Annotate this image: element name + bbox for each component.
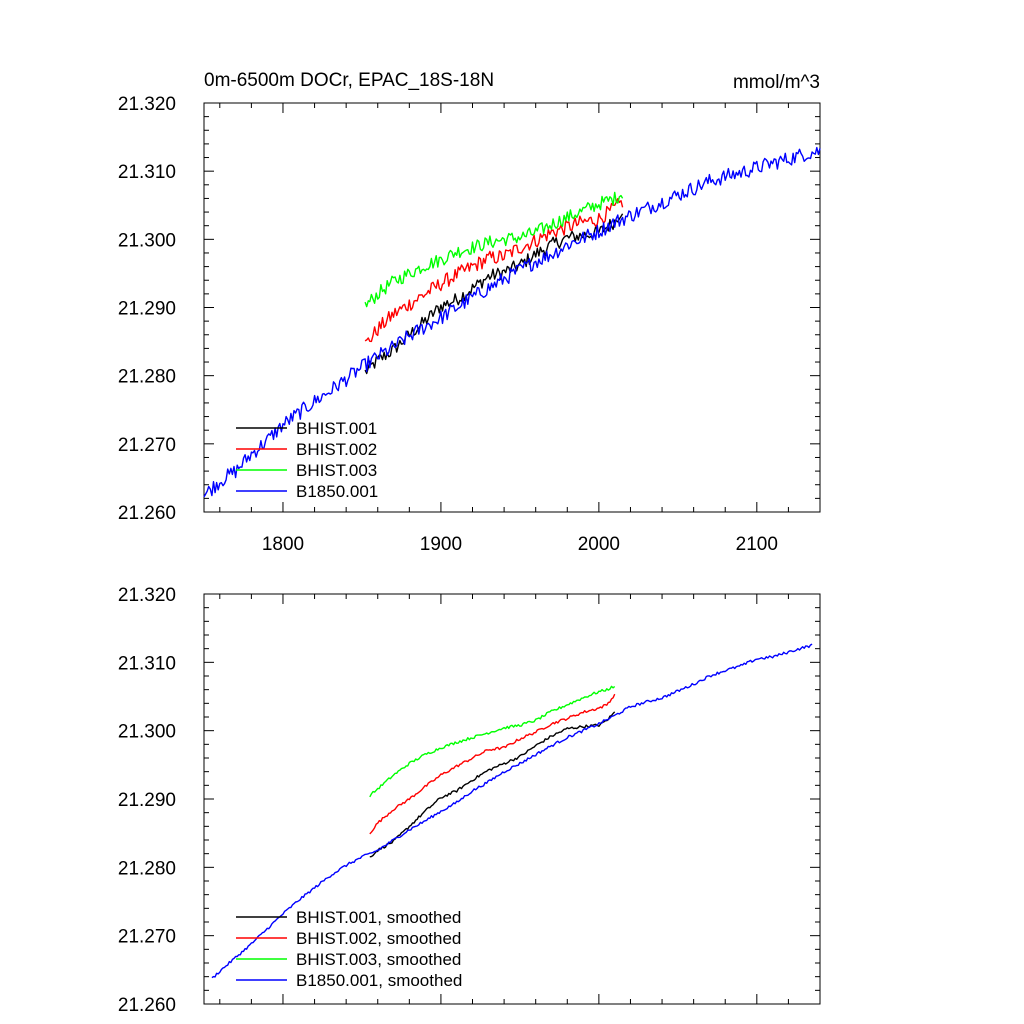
series-line-4 [211, 643, 813, 979]
top-chart-axes: 21.260 21.270 21.280 21.290 21.300 21.310 21.3… [118, 94, 821, 555]
y-tick-label: 21.300 [118, 230, 176, 251]
y-tick-label: 21.310 [118, 162, 176, 183]
legend-label-4: B1850.001, smoothed [296, 971, 462, 990]
series-line-4 [203, 146, 821, 498]
legend-label-1: BHIST.001 [296, 419, 377, 438]
x-tick-label: 1800 [262, 534, 304, 555]
legend-label-2: BHIST.002, smoothed [296, 929, 461, 948]
legend-label-3: BHIST.003 [296, 461, 377, 480]
y-tick-label: 21.270 [118, 435, 176, 456]
y-tick-label: 21.260 [118, 503, 176, 524]
y-tick-label: 21.320 [118, 585, 176, 606]
bottom-chart-legend: BHIST.001, smoothed BHIST.002, smoothed BH… [236, 908, 462, 990]
top-chart-units: mmol/m^3 [733, 72, 820, 93]
y-tick-label: 21.310 [118, 653, 176, 674]
top-chart-series [203, 146, 821, 498]
bottom-chart-panel: 21.260 21.270 21.280 21.290 21.300 21.310 21.3… [118, 585, 821, 1016]
series-line-1 [364, 213, 624, 375]
y-tick-label: 21.290 [118, 790, 176, 811]
y-tick-label: 21.270 [118, 927, 176, 948]
y-tick-label: 21.300 [118, 722, 176, 743]
series-line-3 [364, 191, 624, 308]
x-tick-label: 2100 [736, 534, 778, 555]
y-tick-label: 21.280 [118, 367, 176, 388]
bottom-chart-series [211, 643, 813, 979]
series-line-3 [369, 685, 616, 798]
series-line-2 [369, 693, 616, 835]
x-tick-label: 2000 [578, 534, 620, 555]
series-line-1 [369, 711, 616, 858]
y-tick-label: 21.290 [118, 299, 176, 320]
bottom-chart-axes: 21.260 21.270 21.280 21.290 21.300 21.310 21.3… [118, 585, 821, 1016]
legend-label-3: BHIST.003, smoothed [296, 950, 461, 969]
top-chart-title: 0m-6500m DOCr, EPAC_18S-18N [204, 70, 494, 91]
series-line-2 [364, 197, 624, 343]
legend-label-1: BHIST.001, smoothed [296, 908, 461, 927]
legend-label-4: B1850.001 [296, 482, 378, 501]
y-tick-label: 21.280 [118, 858, 176, 879]
top-chart-legend: BHIST.001 BHIST.002 BHIST.003 B1850.001 [236, 419, 378, 501]
x-tick-label: 1900 [420, 534, 462, 555]
legend-label-2: BHIST.002 [296, 440, 377, 459]
top-chart-panel: 0m-6500m DOCr, EPAC_18S-18N mmol/m^3 21.… [118, 70, 821, 555]
y-tick-label: 21.260 [118, 995, 176, 1016]
y-tick-label: 21.320 [118, 94, 176, 115]
